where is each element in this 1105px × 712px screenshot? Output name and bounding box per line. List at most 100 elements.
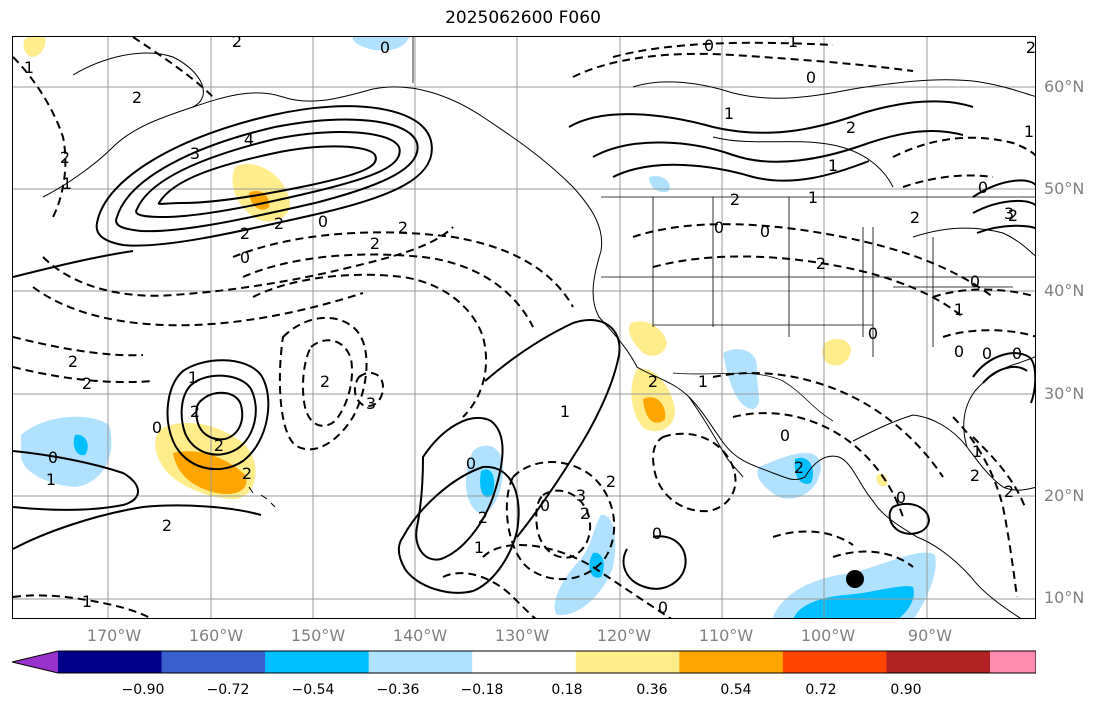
shade-negative-core [589, 552, 604, 578]
colorbar-segment [161, 651, 266, 673]
contour-label: 0 [704, 37, 714, 55]
shade-negative [554, 514, 616, 616]
colorbar-tick-label: −0.90 [121, 682, 165, 698]
contour-label: 1 [724, 104, 734, 123]
shade-negative [649, 175, 670, 193]
contour-label: 1 [24, 58, 34, 77]
contour-label: 0 [652, 524, 662, 543]
contour-label: 0 [1012, 344, 1022, 363]
colorbar-segment [12, 651, 58, 673]
colorbar-segment [886, 651, 991, 673]
colorbar-segment [265, 651, 370, 673]
shade-negative-core [73, 434, 88, 456]
colorbar-segment [782, 651, 887, 673]
contour-label: 0 [380, 38, 390, 57]
contour-label: 0 [760, 222, 770, 241]
contour-label: 2 [370, 234, 380, 253]
contour-label: 3 [576, 486, 586, 505]
lon-label: 100°W [800, 626, 856, 645]
contour-label: 2 [648, 372, 658, 391]
shade-positive [628, 321, 667, 356]
contour-label: 2 [398, 218, 408, 237]
contour-label: 1 [972, 442, 982, 461]
contour-label: 3 [190, 144, 200, 163]
contour-label: 2 [240, 224, 250, 243]
contour-label: 0 [466, 454, 476, 473]
colorbar-segment [990, 651, 1036, 673]
contour-label: 2 [794, 458, 804, 477]
map-canvas: 0 2 1 2 2 4 3 2 2 1 2 2 0 2 0 2 2 0 1 0 … [13, 37, 1036, 618]
colorbar-tick-label: −0.36 [376, 682, 420, 698]
contour-label: 0 [318, 212, 328, 231]
lon-label: 160°W [188, 626, 244, 645]
contour-label: 2 [1004, 482, 1014, 501]
contour-label: 2 [478, 508, 488, 527]
contour-label: 0 [780, 426, 790, 445]
shade-positive [876, 473, 888, 487]
contour-label: 0 [240, 248, 250, 267]
contour-label: 0 [540, 496, 550, 515]
map-title: 2025062600 F060 [445, 8, 601, 28]
lat-label: 50°N [1044, 179, 1085, 198]
contour-label: 2 [580, 504, 590, 523]
colorbar-tick-label: 0.18 [551, 682, 583, 698]
contour-label: 1 [1024, 122, 1034, 141]
contour-label: 2 [232, 37, 242, 51]
lon-label: 170°W [86, 626, 142, 645]
shade-positive [822, 338, 851, 366]
contour-label: 0 [896, 488, 906, 507]
lon-label: 110°W [698, 626, 754, 645]
colorbar-tick-label: −0.18 [460, 682, 504, 698]
shade-positive [23, 37, 46, 57]
colorbar-tick-label: 0.90 [890, 682, 922, 698]
contour-label: 4 [244, 130, 254, 149]
contour-label: 1 [46, 470, 56, 489]
contour-label: 0 [48, 448, 58, 467]
contour-label: 1 [82, 592, 92, 611]
contour-label: 0 [978, 178, 988, 197]
lon-label: 120°W [596, 626, 652, 645]
lon-label: 150°W [290, 626, 346, 645]
colorbar-tick-label: −0.54 [291, 682, 335, 698]
contour-label: 2 [730, 190, 740, 209]
contour-label: 2 [1026, 38, 1036, 57]
contour-label: 1 [828, 156, 838, 175]
contour-label: 3 [1004, 204, 1014, 223]
coastlines [42, 52, 1035, 618]
contour-label: 0 [714, 218, 724, 237]
contour-label: 1 [188, 368, 198, 387]
contour-label: 2 [214, 436, 224, 455]
colorbar-tick-label: 0.72 [805, 682, 837, 698]
shade-negative-core [794, 457, 814, 484]
contour-label: 2 [162, 516, 172, 535]
contour-label: 2 [68, 352, 78, 371]
contours-solid [13, 100, 1035, 594]
contour-label: 1 [954, 300, 964, 319]
contour-label: 2 [132, 88, 142, 107]
shade-negative [352, 37, 409, 51]
shade-negative [723, 349, 760, 409]
contour-label: 1 [474, 538, 484, 557]
shade-negative [21, 416, 112, 487]
contours-dashed [13, 37, 1035, 618]
contour-label: 2 [320, 372, 330, 391]
lat-label: 20°N [1044, 486, 1085, 505]
contour-label: 0 [970, 272, 980, 291]
contour-label: 2 [60, 148, 70, 167]
contour-label: 2 [816, 254, 826, 273]
location-marker [846, 570, 864, 588]
lat-label: 60°N [1044, 77, 1085, 96]
colorbar-segment [679, 651, 784, 673]
lat-label: 40°N [1044, 281, 1085, 300]
contour-label: 1 [698, 372, 708, 391]
contour-label: 2 [274, 214, 284, 233]
colorbar-outline [12, 650, 1036, 674]
contour-label: 2 [190, 402, 200, 421]
contour-label: 2 [606, 472, 616, 491]
contour-label: 3 [366, 394, 376, 413]
contour-label: 0 [806, 68, 816, 87]
contour-label: 0 [954, 342, 964, 361]
colorbar-tick-label: 0.36 [636, 682, 668, 698]
contour-label: 2 [846, 118, 856, 137]
map-panel: 0 2 1 2 2 4 3 2 2 1 2 2 0 2 0 2 2 0 1 0 … [12, 36, 1036, 619]
